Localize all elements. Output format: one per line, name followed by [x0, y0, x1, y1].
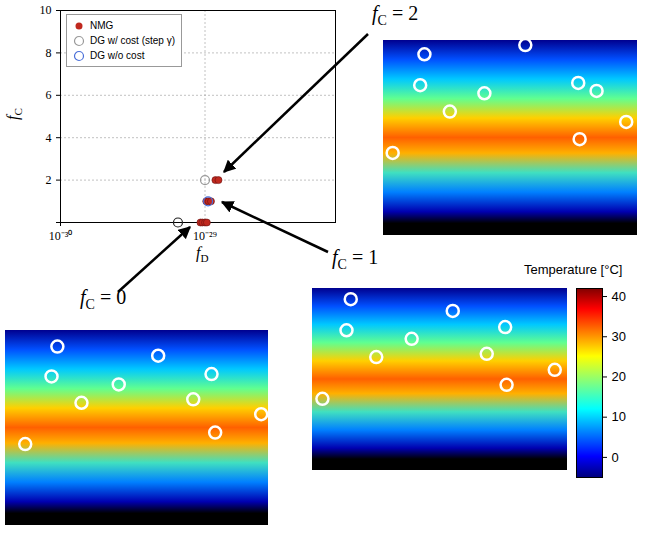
html-text:NMG: NMG — [90, 20, 114, 31]
html-text:DG w/ cost (step γ): DG w/ cost (step γ) — [90, 35, 175, 46]
html-text:Temperature [°C]: Temperature [°C] — [524, 262, 623, 277]
html-text:DG w/o cost: DG w/o cost — [90, 50, 145, 61]
svg-text:8: 8 — [46, 46, 52, 60]
html-text:fC= 2: fC= 2 — [372, 2, 419, 28]
svg-text:40: 40 — [612, 289, 626, 304]
html-text:fC= 0: fC= 0 — [80, 286, 127, 312]
html-text:C: C — [12, 108, 25, 116]
html-text:fC= 1: fC= 1 — [332, 246, 379, 272]
svg-text:10⁻³⁰: 10⁻³⁰ — [49, 229, 73, 243]
svg-text:4: 4 — [46, 131, 52, 145]
svg-text:10⁻²⁹: 10⁻²⁹ — [193, 229, 217, 243]
svg-text:20: 20 — [612, 369, 626, 384]
html-text:fD: fD — [196, 244, 209, 265]
svg-text:10: 10 — [40, 3, 52, 17]
svg-text:0: 0 — [612, 450, 619, 465]
svg-text:6: 6 — [46, 88, 52, 102]
svg-text:2: 2 — [46, 173, 52, 187]
svg-text:10: 10 — [612, 409, 626, 424]
html-text:f: f — [3, 115, 21, 121]
svg-text:30: 30 — [612, 329, 626, 344]
